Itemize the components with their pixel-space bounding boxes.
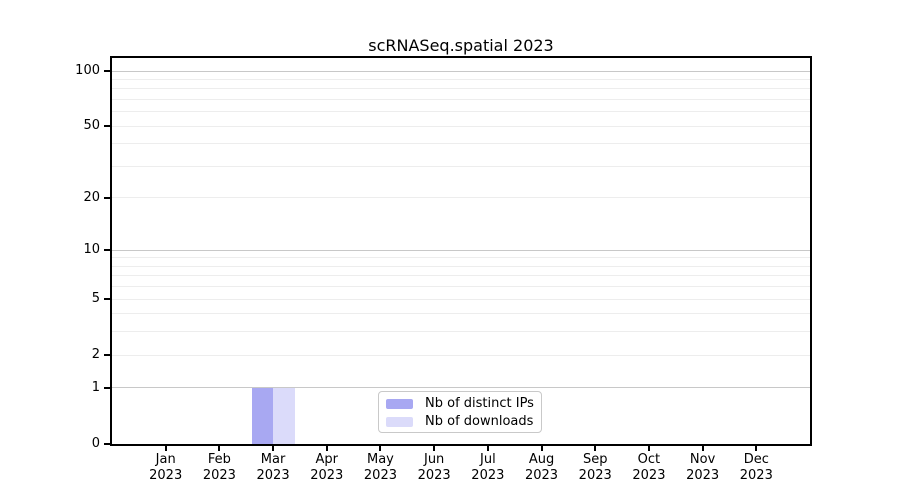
y-axis-tick [104, 386, 110, 389]
y-axis-tick [104, 249, 110, 252]
gridline-minor [112, 88, 810, 90]
gridline-minor [112, 165, 810, 167]
gridline-minor [112, 257, 810, 259]
y-axis-tick-label: 20 [83, 189, 100, 205]
gridline-minor [112, 197, 810, 199]
gridline-minor [112, 78, 810, 80]
x-axis-tick-label: Nov 2023 [686, 452, 720, 483]
x-axis-tick-label: Oct 2023 [632, 452, 666, 483]
y-axis-tick-label: 2 [91, 347, 100, 363]
x-axis-tick [325, 446, 328, 451]
legend-label: Nb of downloads [425, 414, 534, 429]
x-axis-tick [379, 446, 382, 451]
legend: Nb of distinct IPs Nb of downloads [378, 391, 542, 433]
y-axis-tick-label: 100 [75, 63, 100, 78]
x-axis-tick [433, 446, 436, 451]
y-axis-tick [104, 443, 110, 445]
legend-swatch [386, 399, 413, 409]
gridline-minor [112, 98, 810, 100]
gridline-minor [112, 298, 810, 300]
gridline-minor [112, 265, 810, 267]
gridline-minor [112, 331, 810, 333]
y-axis-tick [104, 354, 110, 357]
gridline-major [112, 249, 810, 251]
gridline-minor [112, 111, 810, 113]
gridline-major [112, 387, 810, 389]
x-axis-tick-label: Dec 2023 [739, 452, 773, 483]
y-axis-tick-label: 0 [91, 436, 100, 451]
y-axis-tick [104, 125, 110, 128]
gridline-major [112, 70, 810, 72]
gridline-minor [112, 143, 810, 145]
x-axis-tick [486, 446, 489, 451]
x-axis-tick-label: Mar 2023 [256, 452, 290, 483]
legend-label: Nb of distinct IPs [425, 396, 534, 411]
x-axis-tick-label: Aug 2023 [524, 452, 559, 483]
chart-title: scRNASeq.spatial 2023 [368, 36, 554, 55]
y-axis-tick-label: 10 [83, 242, 100, 258]
y-axis-tick [104, 298, 110, 301]
plot-area [110, 56, 812, 446]
x-axis-tick [701, 446, 704, 451]
x-axis-tick [164, 446, 167, 451]
y-axis-tick-label: 1 [91, 379, 100, 395]
x-axis-tick-label: Sep 2023 [578, 452, 612, 483]
gridline-minor [112, 275, 810, 277]
gridline-minor [112, 354, 810, 356]
x-axis-tick [218, 446, 221, 451]
y-axis-tick-label: 50 [83, 118, 100, 134]
y-axis-tick [104, 70, 110, 72]
x-axis-tick-label: Apr 2023 [310, 452, 344, 483]
gridline-minor [112, 286, 810, 288]
x-axis-tick-label: Jun 2023 [417, 452, 451, 483]
x-axis-tick [540, 446, 543, 451]
bar-distinct-ips [251, 387, 274, 444]
x-axis-tick-label: Feb 2023 [202, 452, 236, 483]
x-axis-tick [272, 446, 275, 451]
gridline-minor [112, 313, 810, 315]
y-axis-tick [104, 196, 110, 199]
y-axis-tick-label: 5 [91, 291, 100, 307]
legend-item: Nb of distinct IPs [386, 395, 534, 413]
gridline-minor [112, 125, 810, 127]
legend-swatch [386, 417, 413, 427]
x-axis-tick-label: Jan 2023 [149, 452, 183, 483]
x-axis-tick-label: Jul 2023 [471, 452, 505, 483]
x-axis-tick-label: May 2023 [363, 452, 397, 483]
x-axis-tick [755, 446, 758, 451]
x-axis-tick [594, 446, 597, 451]
legend-item: Nb of downloads [386, 413, 533, 431]
x-axis-tick [647, 446, 650, 451]
bar-downloads [273, 387, 295, 444]
